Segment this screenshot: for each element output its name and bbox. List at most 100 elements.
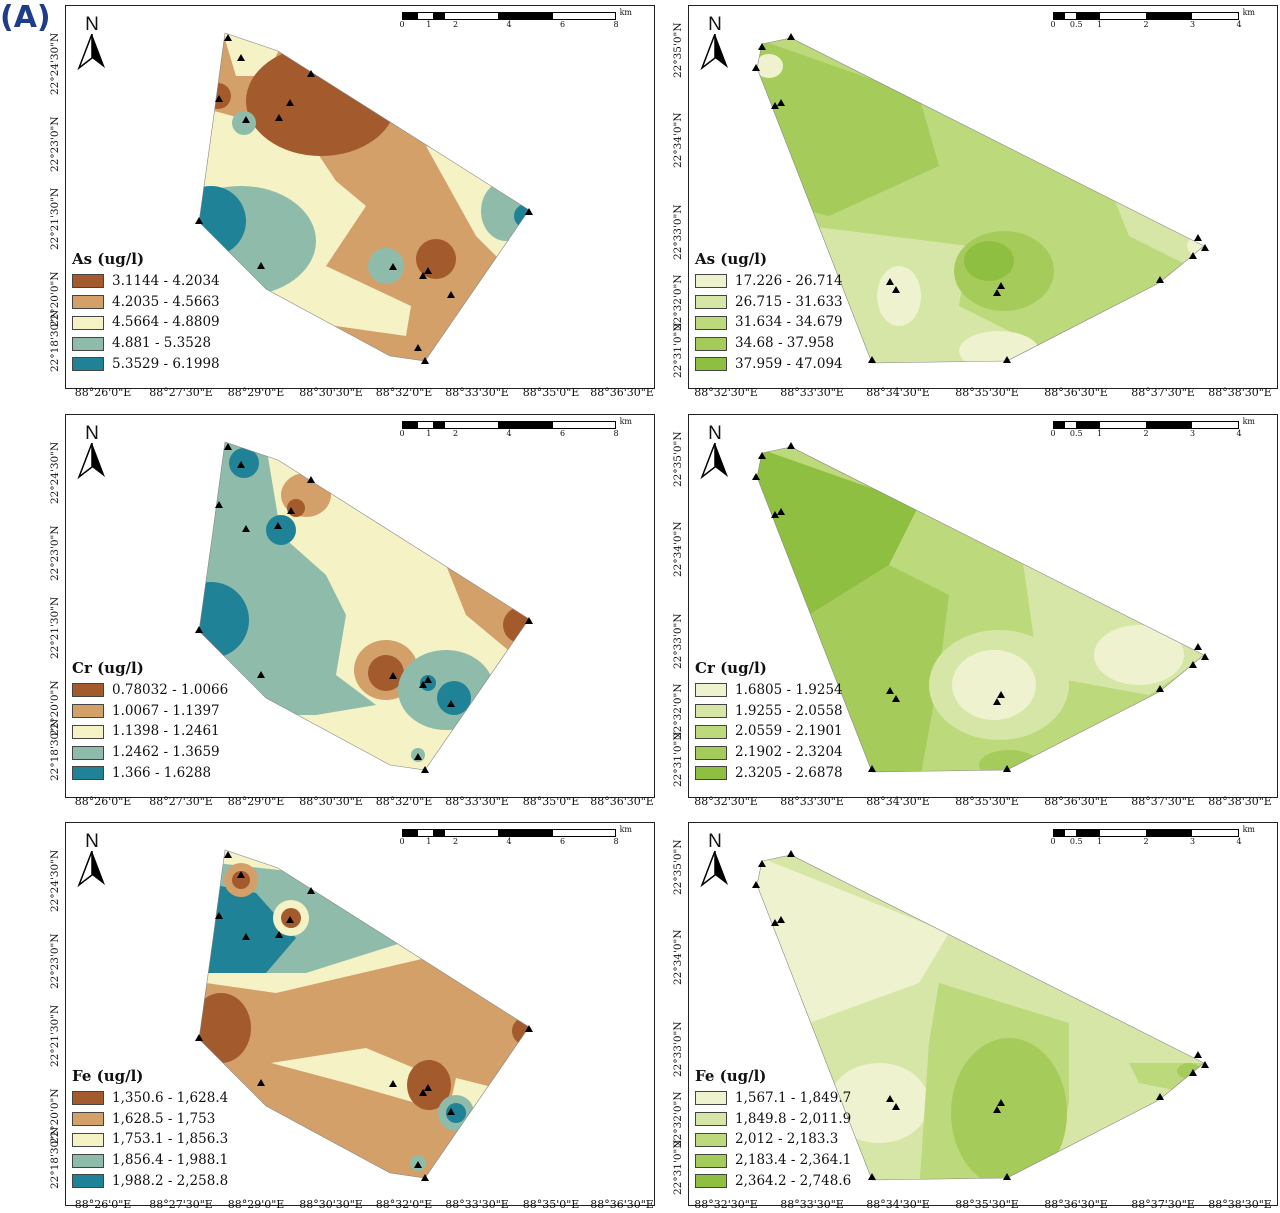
- legend-range: 2,012 - 2,183.3: [735, 1131, 839, 1148]
- legend-row: 2.1902 - 2.3204: [695, 742, 843, 763]
- legend-swatch: [72, 683, 104, 698]
- sample-point: [424, 1084, 432, 1091]
- zone: [199, 993, 251, 1063]
- legend-row: 1,849.8 - 2,011.9: [695, 1109, 851, 1130]
- scale-tick: 3: [1189, 837, 1196, 846]
- x-tick-label: 88°27'30"E: [149, 386, 213, 399]
- legend-row: 2.3205 - 2.6878: [695, 763, 843, 784]
- scale-unit: km: [1242, 417, 1255, 426]
- sample-point: [997, 1099, 1005, 1106]
- scale-tick: 6: [559, 20, 566, 29]
- scale-bar: 0 1 2 4 6 8 km: [399, 825, 632, 847]
- x-tick-label: 88°26'0"E: [74, 1198, 132, 1211]
- scale-tick: 4: [506, 20, 512, 29]
- scale-tick: 8: [613, 429, 619, 438]
- legend-row: 34.68 - 37.958: [695, 333, 843, 354]
- legend-range: 1.366 - 1.6288: [112, 764, 212, 781]
- legend-swatch: [72, 766, 104, 781]
- x-tick-label: 88°36'30"E: [1044, 1198, 1108, 1211]
- x-tick-label: 88°29'0"E: [227, 795, 285, 808]
- sample-point: [752, 64, 760, 71]
- legend-row: 17.226 - 26.714: [695, 271, 843, 292]
- sample-point: [447, 700, 455, 707]
- sample-point: [215, 501, 223, 508]
- x-tick-label: 88°32'30"E: [694, 795, 758, 808]
- scale-tick: 2: [1143, 429, 1149, 438]
- sample-point: [287, 507, 295, 514]
- sample-point: [389, 672, 397, 679]
- x-tick-label: 88°35'30"E: [955, 1198, 1019, 1211]
- scale-bar: 0 0.5 1 2 3 4 km: [1050, 417, 1255, 439]
- scale-tick: 1: [1096, 837, 1103, 846]
- sample-point: [419, 681, 427, 688]
- x-tick-label: 88°34'30"E: [866, 1198, 930, 1211]
- x-tick-label: 88°35'30"E: [955, 795, 1019, 808]
- y-tick-label: 22°24'30"N: [49, 441, 61, 504]
- legend-range: 1,567.1 - 1,849.7: [735, 1089, 852, 1106]
- zone: [199, 442, 376, 715]
- zone: [437, 681, 471, 715]
- sample-point: [275, 114, 283, 121]
- x-tick-label: 88°34'30"E: [866, 386, 930, 399]
- x-tick-label: 88°32'30"E: [694, 1198, 758, 1211]
- sample-point: [195, 217, 203, 224]
- legend-row: 37.959 - 47.094: [695, 354, 843, 375]
- scale-tick: 8: [613, 20, 619, 29]
- legend-swatch: [72, 1132, 104, 1147]
- panel-as-left: N 0 1 2 4 6 8 km As (ug/l) 3.1144 - 4.20…: [65, 5, 655, 389]
- x-tick-label: 88°32'0"E: [375, 386, 433, 399]
- sample-point: [215, 95, 223, 102]
- scale-tick: 0.5: [1069, 837, 1083, 846]
- figure-label: (A): [0, 0, 51, 35]
- legend-range: 34.68 - 37.958: [735, 335, 835, 352]
- y-tick-label: 22°34'0"N: [672, 929, 684, 985]
- legend-swatch: [695, 315, 727, 330]
- sample-point: [1156, 276, 1164, 283]
- scale-tick: 0.5: [1069, 20, 1083, 29]
- y-tick-label: 22°31'0"N: [672, 1139, 684, 1195]
- zone: [1187, 236, 1204, 256]
- legend-swatch: [695, 745, 727, 760]
- sample-point: [414, 344, 422, 351]
- y-tick-label: 22°23'0"N: [49, 525, 61, 581]
- x-tick-label: 88°34'30"E: [866, 795, 930, 808]
- scale-tick: 0.5: [1069, 429, 1083, 438]
- legend-row: 1.1398 - 1.2461: [72, 721, 228, 742]
- zone: [199, 186, 246, 256]
- sample-point: [892, 695, 900, 702]
- north-arrow-icon: [700, 33, 728, 71]
- sample-point: [777, 508, 785, 515]
- legend-title: Fe (ug/l): [72, 1067, 144, 1085]
- sample-point: [1189, 1069, 1197, 1076]
- legend-row: 4.5664 - 4.8809: [72, 312, 220, 333]
- zone: [979, 750, 1039, 772]
- x-tick-label: 88°26'0"E: [74, 386, 132, 399]
- legend-swatch: [72, 1174, 104, 1189]
- north-label: N: [85, 14, 99, 35]
- sample-point: [424, 267, 432, 274]
- legend-range: 1.6805 - 1.9254: [735, 681, 843, 698]
- legend-range: 3.1144 - 4.2034: [112, 272, 220, 289]
- sample-point: [424, 676, 432, 683]
- sample-point: [224, 443, 232, 450]
- x-tick-label: 88°35'0"E: [522, 1198, 580, 1211]
- y-tick-label: 22°34'0"N: [672, 521, 684, 577]
- x-tick-label: 88°33'30"E: [780, 386, 844, 399]
- north-arrow: N: [74, 832, 110, 891]
- y-tick-label: 22°35'0"N: [672, 22, 684, 78]
- legend-row: 1,350.6 - 1,628.4: [72, 1088, 228, 1109]
- contour-map-cr-right: [752, 442, 1209, 773]
- y-tick-label: 22°24'30"N: [49, 32, 61, 95]
- sample-point: [414, 1161, 422, 1168]
- sample-points: [195, 443, 533, 773]
- x-tick-label: 88°27'30"E: [149, 795, 213, 808]
- legend-range: 4.2035 - 4.5663: [112, 293, 220, 310]
- legend-row: 1.9255 - 2.0558: [695, 701, 843, 722]
- legend-range: 2.3205 - 2.6878: [735, 764, 843, 781]
- zone: [287, 499, 305, 517]
- legend-range: 4.5664 - 4.8809: [112, 314, 220, 331]
- sample-point: [868, 765, 876, 772]
- zone: [229, 448, 259, 478]
- sample-point: [758, 43, 766, 50]
- sample-point: [237, 54, 245, 61]
